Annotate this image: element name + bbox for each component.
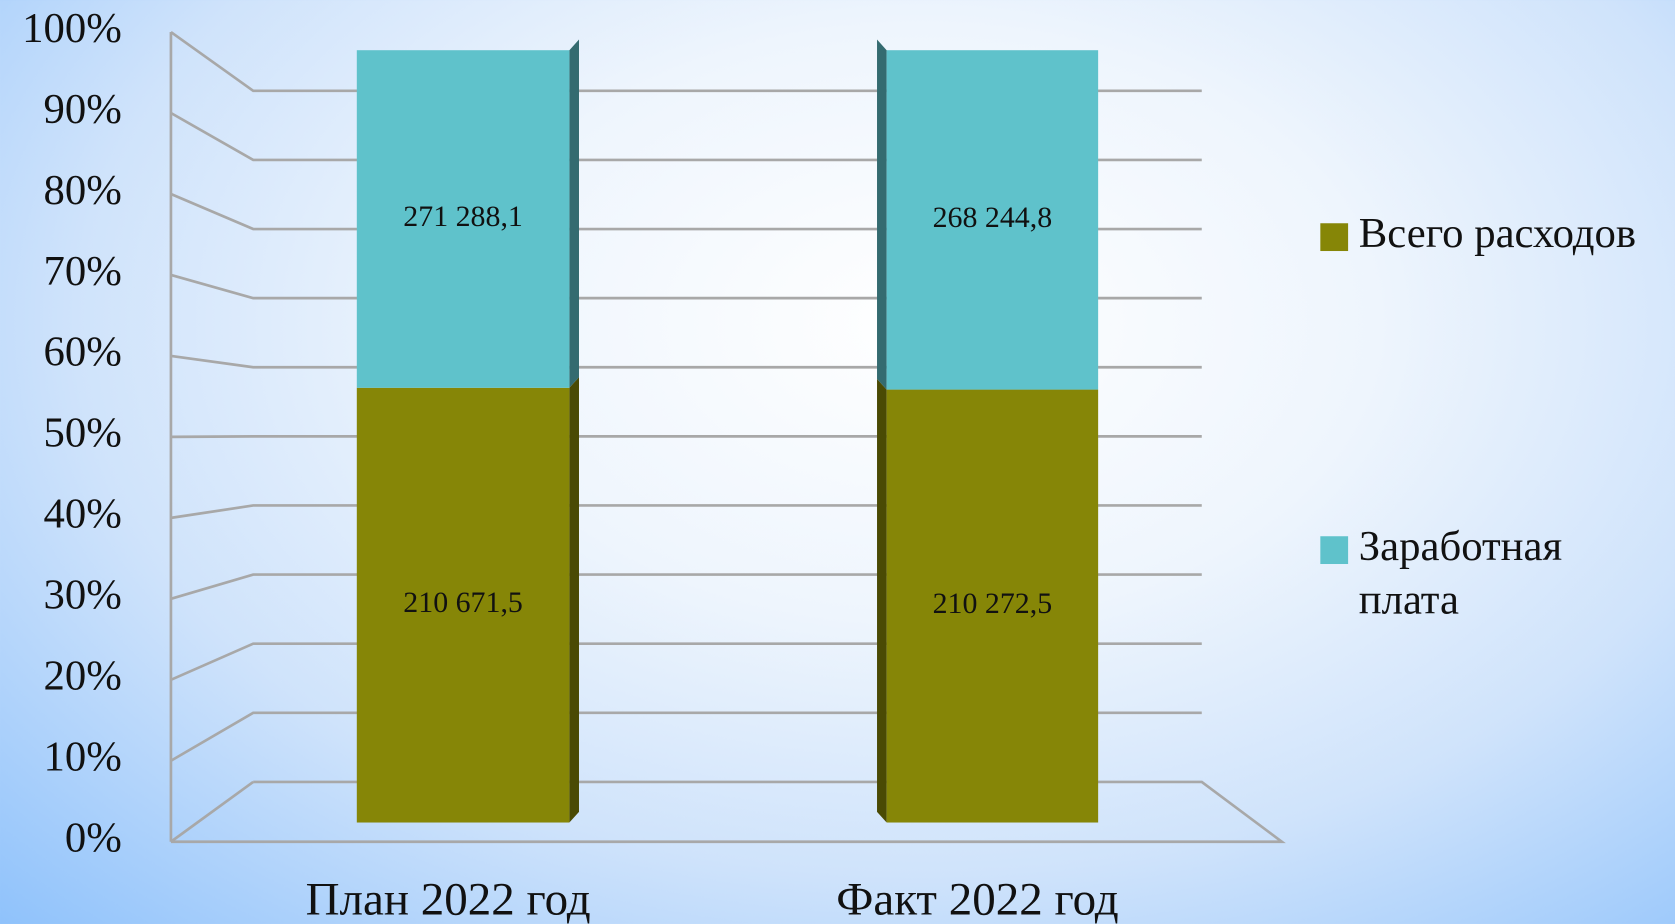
bar-segment <box>356 50 570 388</box>
legend-label-line: плата <box>1359 576 1459 623</box>
y-tick-label: 30% <box>43 572 121 619</box>
y-tick-label: 60% <box>43 329 121 376</box>
floor <box>170 780 1286 844</box>
y-tick-label: 80% <box>43 167 121 214</box>
y-tick-label: 50% <box>43 410 121 457</box>
bar-side <box>877 39 887 390</box>
legend-label: Всего расходов <box>1359 210 1636 257</box>
y-tick-label: 40% <box>43 491 121 538</box>
data-label: 210 671,5 <box>403 586 523 619</box>
legend-label-line: Всего расходов <box>1359 210 1636 257</box>
data-label: 271 288,1 <box>403 200 523 233</box>
y-tick-label: 10% <box>43 734 121 781</box>
legend-swatch <box>1320 536 1349 565</box>
bar-segment <box>886 50 1099 390</box>
data-label: 210 272,5 <box>933 587 1053 620</box>
y-tick-label: 100% <box>22 5 122 52</box>
x-tick-label: План 2022 год <box>306 873 591 924</box>
bar-segment <box>886 389 1099 823</box>
data-label: 268 244,8 <box>933 201 1053 234</box>
bar-side <box>877 378 887 823</box>
x-tick-label: Факт 2022 год <box>836 873 1118 924</box>
legend-label: Заработная плата <box>1359 523 1562 623</box>
y-tick-label: 90% <box>43 86 121 133</box>
legend-label-line: Заработная <box>1359 523 1562 570</box>
bar-side <box>569 377 579 823</box>
legend-swatch <box>1320 223 1349 252</box>
y-tick-label: 20% <box>43 653 121 700</box>
y-tick-label: 0% <box>65 815 122 862</box>
bar-side <box>569 39 579 388</box>
bar-segment <box>356 387 570 823</box>
y-tick-label: 70% <box>43 248 121 295</box>
grid-line <box>170 780 254 843</box>
